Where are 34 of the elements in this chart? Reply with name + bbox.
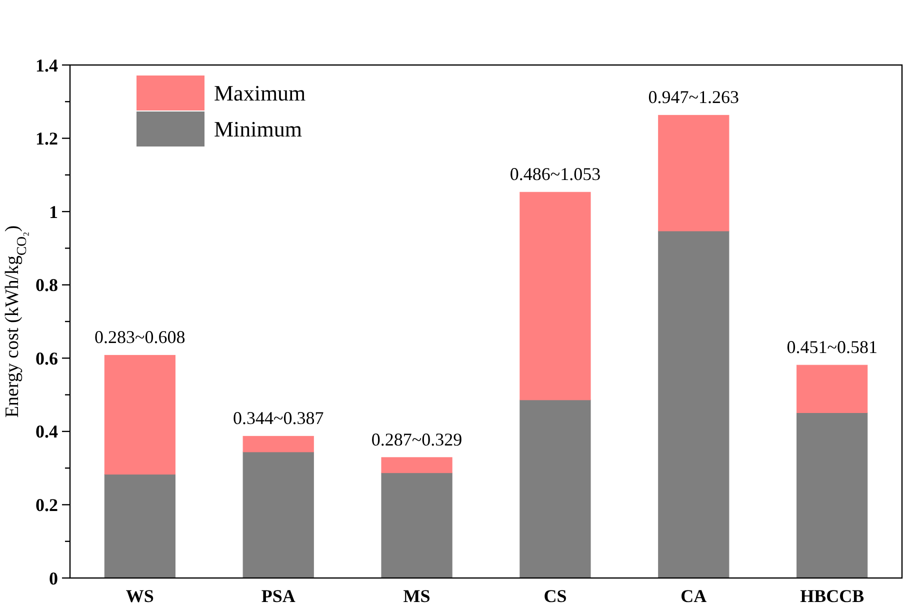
bar	[796, 364, 868, 413]
y-tick-label: 0.8	[36, 275, 58, 296]
x-tick-label: MS	[403, 586, 430, 606]
annotation: 0.283~0.608	[94, 327, 186, 348]
annotation: 0.344~0.387	[232, 408, 324, 428]
y-tick-label: 1	[49, 202, 58, 222]
y-tick-label: 0.2	[36, 495, 58, 516]
y-tick-label: 1.4	[36, 55, 58, 76]
bar	[104, 354, 176, 475]
bar	[104, 474, 176, 578]
bar	[242, 452, 314, 578]
y-tick-label: 0	[49, 568, 58, 588]
bar	[242, 436, 314, 452]
bar	[658, 230, 730, 578]
y-tick-label: 1.2	[36, 128, 58, 149]
legend-label: Minimum	[214, 116, 302, 142]
annotation: 0.486~1.053	[510, 164, 601, 184]
bar	[381, 472, 452, 578]
bar	[520, 192, 591, 400]
annotation: 0.947~1.263	[648, 87, 740, 108]
x-tick-label: CA	[680, 586, 707, 606]
x-tick-label: PSA	[261, 586, 296, 606]
annotation: 0.287~0.329	[371, 429, 462, 450]
y-tick-label: 0.4	[36, 422, 58, 442]
annotation: 0.451~0.581	[786, 337, 878, 358]
x-tick-label: CS	[544, 586, 567, 606]
x-tick-label: HBCCB	[800, 586, 864, 606]
x-tick-label: WS	[126, 586, 154, 606]
bar	[381, 457, 452, 474]
bar	[520, 400, 591, 578]
bar	[658, 114, 730, 232]
legend-label: Maximum	[214, 80, 306, 106]
bar	[796, 412, 868, 578]
y-tick-label: 0.6	[36, 348, 58, 368]
